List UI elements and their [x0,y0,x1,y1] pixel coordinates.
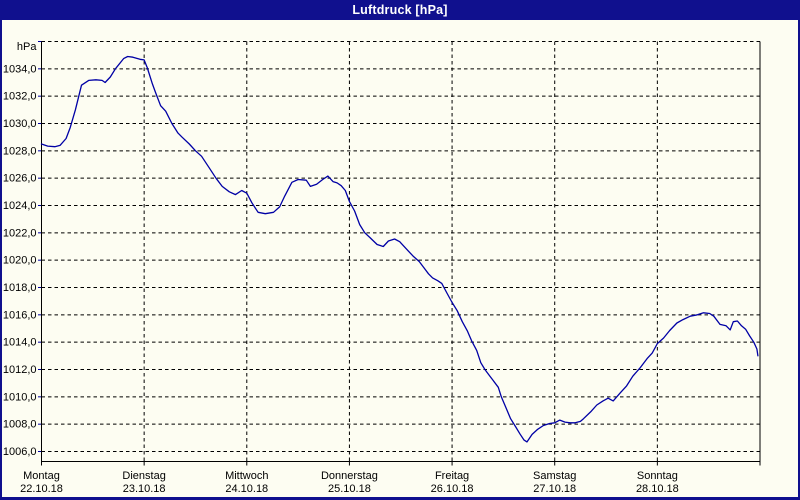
pressure-line [40,55,759,443]
x-date-label-4: 25.10.18 [328,483,371,495]
y-axis-label: 1008,0 [3,419,37,431]
x-day-label-1: Montag [23,470,60,482]
y-axis-label: 1010,0 [3,391,37,403]
x-day-label-3: Mittwoch [225,470,268,482]
y-axis-label: 1020,0 [3,255,37,267]
y-axis-label: 1030,0 [3,118,37,130]
y-axis-label: 1034,0 [3,63,37,75]
window-title-bar: Luftdruck [hPa] [0,0,800,20]
y-axis-label: 1016,0 [3,309,37,321]
x-day-label-7: Sonntag [637,470,678,482]
y-axis-label: 1014,0 [3,337,37,349]
x-day-label-5: Freitag [435,470,469,482]
y-axis-label: 1018,0 [3,282,37,294]
x-day-label-6: Samstag [533,470,576,482]
pressure-chart-svg: 1034,0 1032,0 1030,0 1028,0 1026,0 1024,0 1022… [3,41,761,495]
y-axis-label: 1028,0 [3,145,37,157]
x-day-label-2: Dienstag [122,470,165,482]
x-day-label-4: Donnerstag [321,470,378,482]
y-axis-label: 1022,0 [3,227,37,239]
x-date-label-2: 23.10.18 [123,483,166,495]
y-axis-label: 1006,0 [3,446,37,458]
y-axis-label: 1026,0 [3,173,37,185]
x-date-label-1: 22.10.18 [20,483,63,495]
x-date-label-3: 24.10.18 [225,483,268,495]
chart-canvas: 1034,0 1032,0 1030,0 1028,0 1026,0 1024,0 1022… [2,20,798,497]
x-date-label-5: 26.10.18 [431,483,474,495]
y-axis-label: 1032,0 [3,91,37,103]
x-date-label-6: 27.10.18 [533,483,576,495]
y-axis-label: 1012,0 [3,364,37,376]
x-date-label-7: 28.10.18 [636,483,679,495]
y-axis-label: 1024,0 [3,200,37,212]
window-title: Luftdruck [hPa] [352,3,448,17]
y-axis-unit-label: hPa [17,41,37,53]
